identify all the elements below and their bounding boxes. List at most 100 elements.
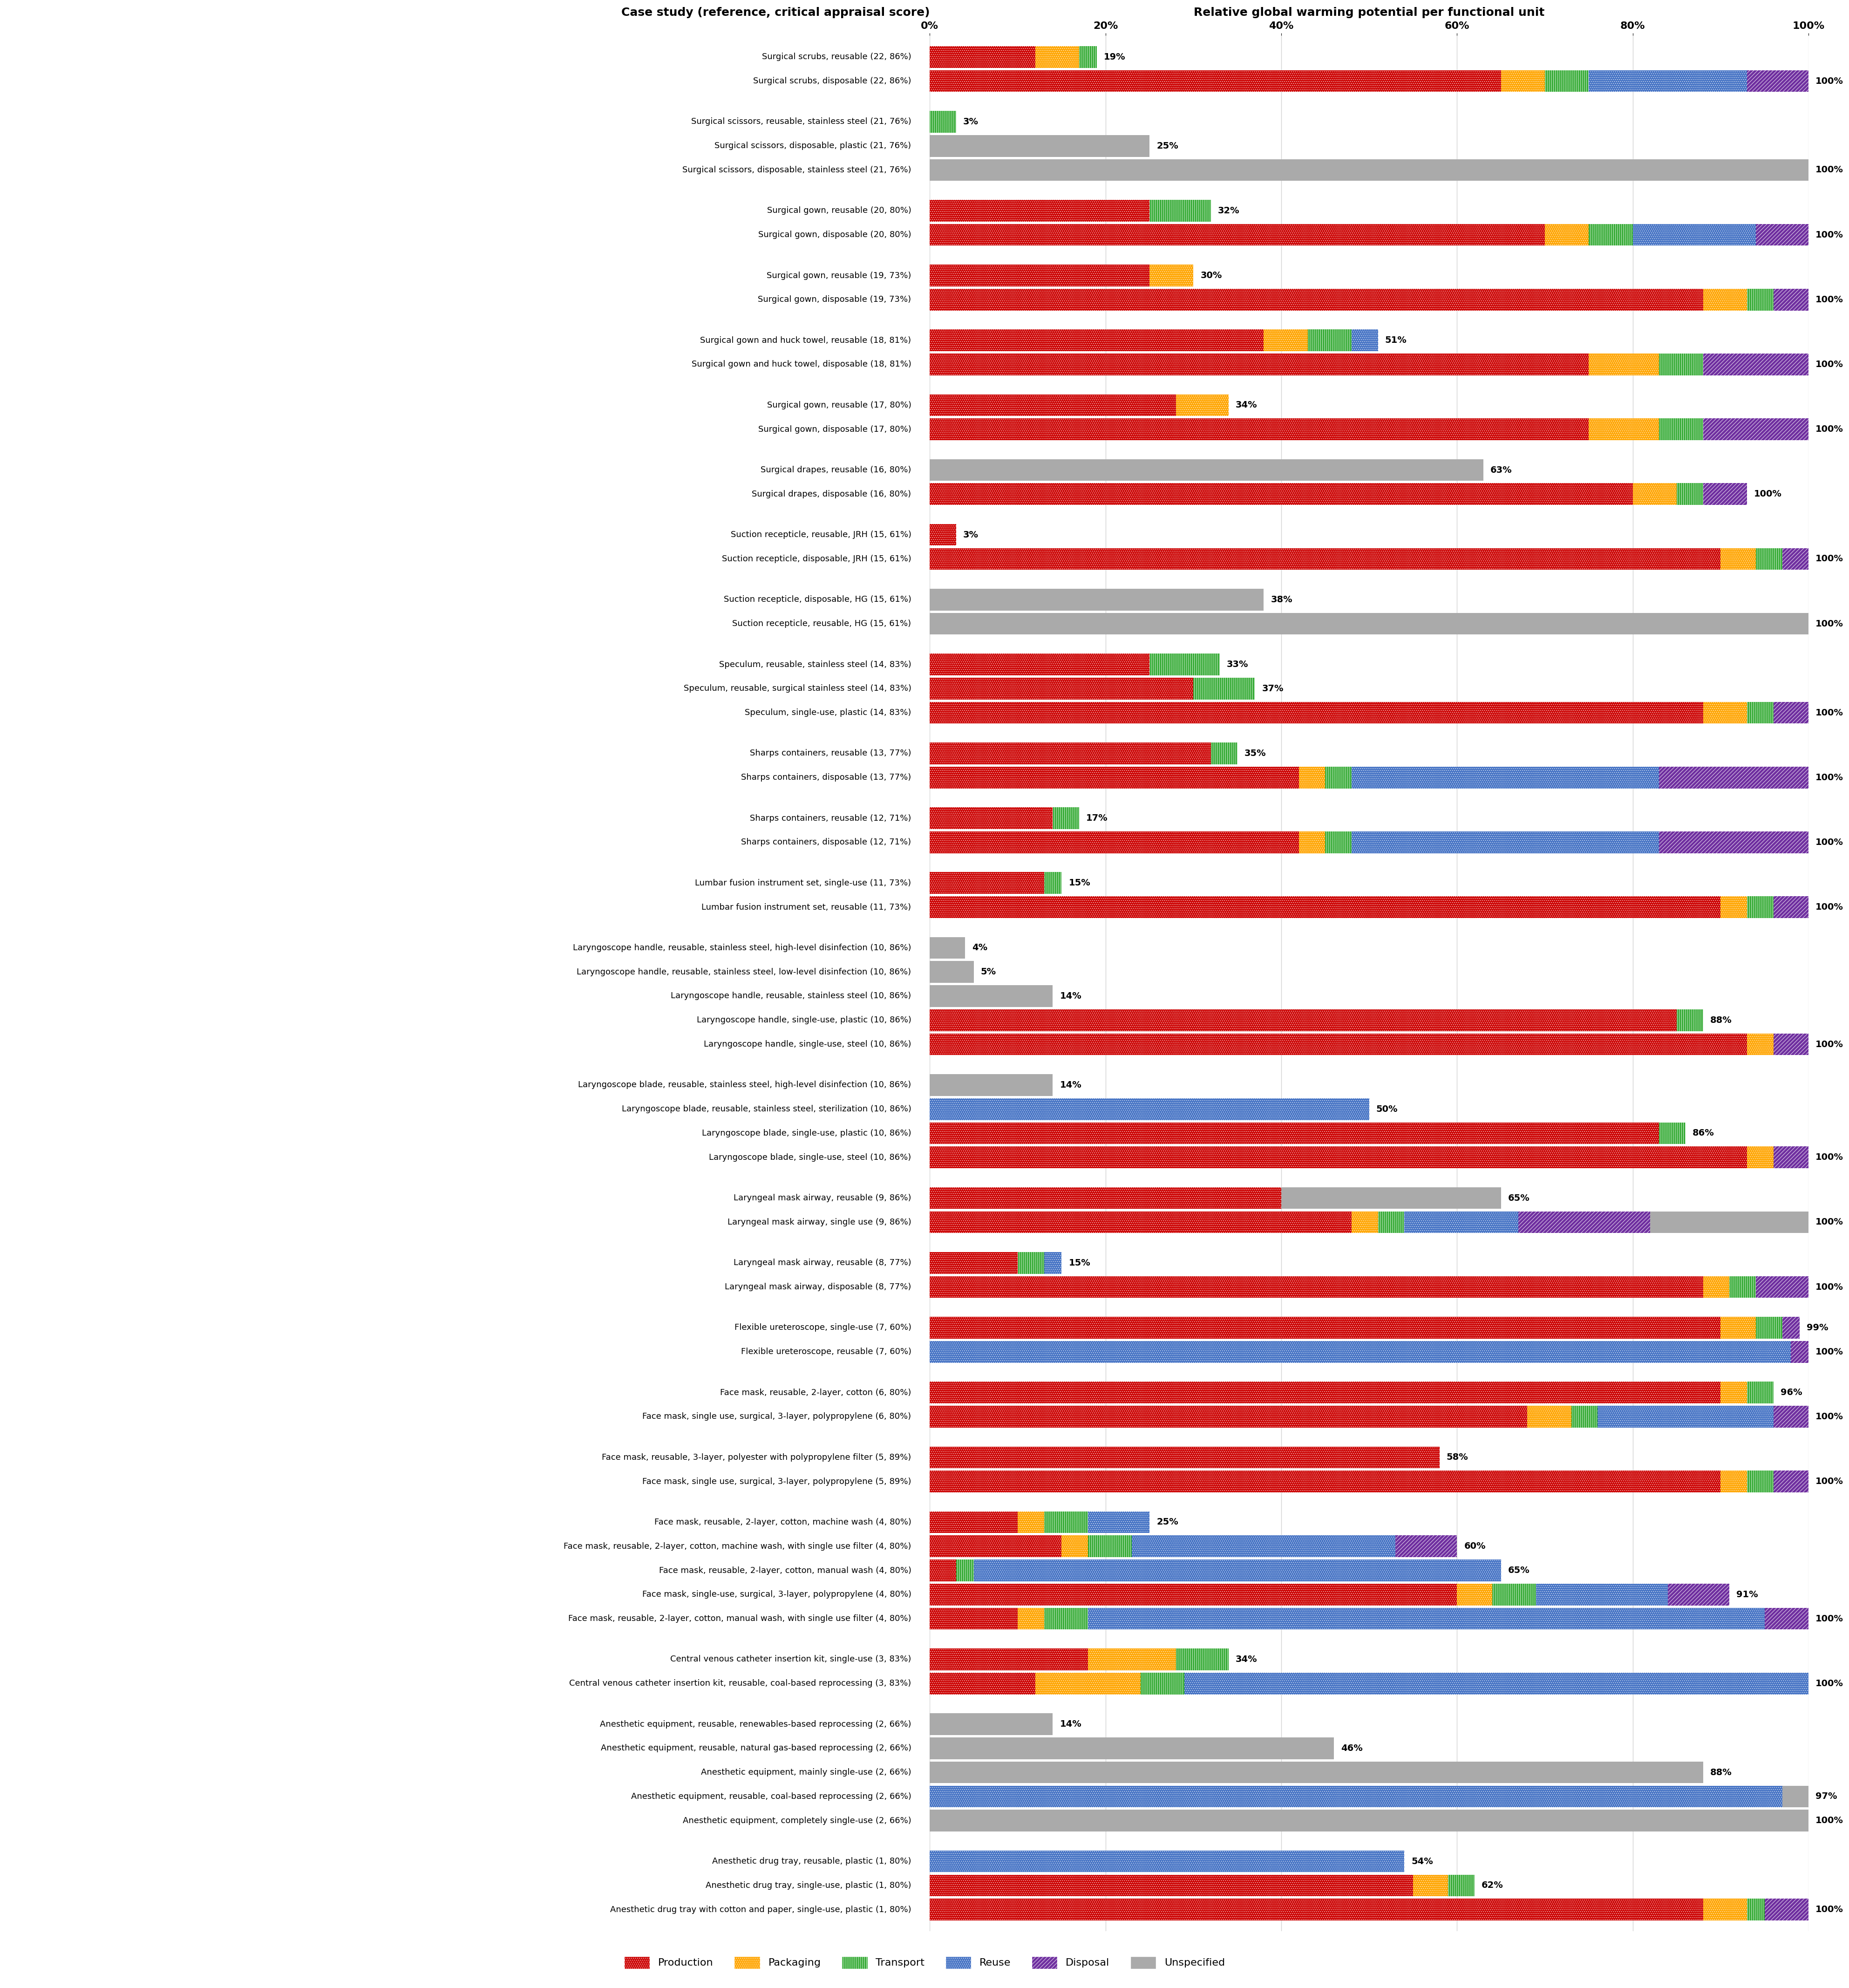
Bar — [1132, 1535, 1396, 1557]
Text: Anesthetic equipment, reusable, natural gas-based reprocessing (2, 66%): Anesthetic equipment, reusable, natural … — [601, 1743, 912, 1753]
Bar — [930, 1608, 1017, 1630]
Text: 30%: 30% — [1200, 270, 1222, 280]
Text: Central venous catheter insertion kit, single-use (3, 83%): Central venous catheter insertion kit, s… — [671, 1656, 912, 1664]
Bar — [1668, 1584, 1729, 1606]
Text: Surgical gown, reusable (20, 80%): Surgical gown, reusable (20, 80%) — [767, 207, 912, 215]
Bar — [1546, 225, 1588, 247]
Text: 17%: 17% — [1085, 813, 1108, 823]
Bar — [1747, 897, 1773, 918]
Text: Anesthetic equipment, completely single-use (2, 66%): Anesthetic equipment, completely single-… — [682, 1817, 912, 1825]
Text: Anesthetic drug tray with cotton and paper, single-use, plastic (1, 80%): Anesthetic drug tray with cotton and pap… — [610, 1905, 912, 1914]
Title: Relative global warming potential per functional unit: Relative global warming potential per fu… — [1194, 8, 1544, 18]
Text: 3%: 3% — [963, 531, 978, 539]
Bar — [974, 1559, 1501, 1580]
Bar — [930, 159, 1808, 181]
Text: 33%: 33% — [1226, 660, 1248, 668]
Text: Flexible ureteroscope, reusable (7, 60%): Flexible ureteroscope, reusable (7, 60%) — [741, 1348, 912, 1356]
Legend: Production, Packaging, Transport, Reuse, Disposal, Unspecified: Production, Packaging, Transport, Reuse,… — [619, 1952, 1230, 1972]
Bar — [930, 525, 956, 545]
Bar — [1588, 417, 1659, 439]
Text: Surgical gown, disposable (19, 73%): Surgical gown, disposable (19, 73%) — [758, 296, 912, 304]
Bar — [930, 1899, 1703, 1920]
Bar — [1087, 1648, 1176, 1670]
Text: Laryngeal mask airway, reusable (9, 86%): Laryngeal mask airway, reusable (9, 86%) — [734, 1195, 912, 1203]
Text: 100%: 100% — [1816, 837, 1843, 847]
Bar — [1651, 1211, 1808, 1233]
Bar — [930, 1010, 1677, 1032]
Text: Face mask, single-use, surgical, 3-layer, polypropylene (4, 80%): Face mask, single-use, surgical, 3-layer… — [642, 1590, 912, 1598]
Bar — [1773, 1471, 1808, 1493]
Text: Surgical gown, reusable (19, 73%): Surgical gown, reusable (19, 73%) — [767, 270, 912, 280]
Bar — [930, 46, 1035, 68]
Text: 100%: 100% — [1816, 773, 1843, 781]
Text: Laryngoscope handle, single-use, plastic (10, 86%): Laryngoscope handle, single-use, plastic… — [697, 1016, 912, 1024]
Bar — [1703, 1276, 1729, 1298]
Text: 100%: 100% — [1816, 165, 1843, 175]
Bar — [1588, 354, 1659, 376]
Bar — [1281, 1187, 1501, 1209]
Bar — [1150, 201, 1211, 221]
Bar — [930, 111, 956, 133]
Bar — [1703, 354, 1808, 376]
Text: Sharps containers, reusable (13, 77%): Sharps containers, reusable (13, 77%) — [751, 749, 912, 757]
Text: 38%: 38% — [1270, 594, 1292, 604]
Text: 34%: 34% — [1235, 1654, 1257, 1664]
Bar — [1045, 873, 1061, 895]
Text: Face mask, reusable, 2-layer, cotton (6, 80%): Face mask, reusable, 2-layer, cotton (6,… — [719, 1388, 912, 1398]
Bar — [1211, 744, 1237, 763]
Text: 100%: 100% — [1816, 555, 1843, 563]
Bar — [1492, 1584, 1537, 1606]
Bar — [1352, 767, 1659, 789]
Bar — [1045, 1511, 1087, 1533]
Text: Laryngeal mask airway, disposable (8, 77%): Laryngeal mask airway, disposable (8, 77… — [725, 1282, 912, 1292]
Text: Suction recepticle, disposable, HG (15, 61%): Suction recepticle, disposable, HG (15, … — [723, 596, 912, 604]
Text: 100%: 100% — [1816, 903, 1843, 912]
Bar — [1087, 1608, 1764, 1630]
Text: Laryngoscope blade, reusable, stainless steel, sterilization (10, 86%): Laryngoscope blade, reusable, stainless … — [621, 1105, 912, 1113]
Bar — [1588, 70, 1747, 91]
Bar — [930, 986, 1052, 1008]
Bar — [930, 873, 1045, 895]
Text: 100%: 100% — [1816, 1905, 1843, 1914]
Bar — [930, 459, 1483, 481]
Text: Face mask, single use, surgical, 3-layer, polypropylene (5, 89%): Face mask, single use, surgical, 3-layer… — [642, 1477, 912, 1485]
Text: 65%: 65% — [1509, 1193, 1529, 1203]
Text: 100%: 100% — [1816, 231, 1843, 239]
Bar — [1782, 1316, 1799, 1338]
Bar — [930, 1648, 1087, 1670]
Bar — [1757, 549, 1782, 571]
Text: 97%: 97% — [1816, 1791, 1838, 1801]
Text: Anesthetic equipment, reusable, renewables-based reprocessing (2, 66%): Anesthetic equipment, reusable, renewabl… — [599, 1720, 912, 1728]
Bar — [930, 936, 965, 958]
Bar — [1263, 330, 1307, 352]
Bar — [1035, 46, 1080, 68]
Bar — [956, 1559, 974, 1580]
Bar — [930, 1785, 1782, 1807]
Text: Surgical drapes, disposable (16, 80%): Surgical drapes, disposable (16, 80%) — [753, 489, 912, 499]
Text: 100%: 100% — [1816, 1680, 1843, 1688]
Bar — [1176, 1648, 1228, 1670]
Text: 14%: 14% — [1059, 992, 1082, 1000]
Text: 15%: 15% — [1069, 879, 1091, 887]
Bar — [1703, 702, 1747, 724]
Bar — [1773, 1406, 1808, 1427]
Bar — [1729, 1276, 1757, 1298]
Text: Face mask, single use, surgical, 3-layer, polypropylene (6, 80%): Face mask, single use, surgical, 3-layer… — [642, 1413, 912, 1421]
Text: Sharps containers, reusable (12, 71%): Sharps containers, reusable (12, 71%) — [751, 813, 912, 823]
Bar — [1298, 831, 1326, 853]
Text: 88%: 88% — [1710, 1767, 1733, 1777]
Text: Face mask, reusable, 2-layer, cotton, machine wash, with single use filter (4, 8: Face mask, reusable, 2-layer, cotton, ma… — [564, 1543, 912, 1551]
Text: Case study (reference, critical appraisal score): Case study (reference, critical appraisa… — [621, 8, 930, 18]
Bar — [1747, 1147, 1773, 1169]
Bar — [1782, 549, 1808, 571]
Bar — [1773, 702, 1808, 724]
Bar — [930, 483, 1633, 505]
Text: Anesthetic equipment, reusable, coal-based reprocessing (2, 66%): Anesthetic equipment, reusable, coal-bas… — [631, 1793, 912, 1801]
Text: Surgical scrubs, reusable (22, 86%): Surgical scrubs, reusable (22, 86%) — [762, 54, 912, 62]
Bar — [930, 135, 1150, 157]
Bar — [930, 288, 1703, 310]
Bar — [930, 1584, 1457, 1606]
Bar — [1080, 46, 1096, 68]
Bar — [1677, 1010, 1703, 1032]
Text: Surgical scissors, reusable, stainless steel (21, 76%): Surgical scissors, reusable, stainless s… — [692, 117, 912, 125]
